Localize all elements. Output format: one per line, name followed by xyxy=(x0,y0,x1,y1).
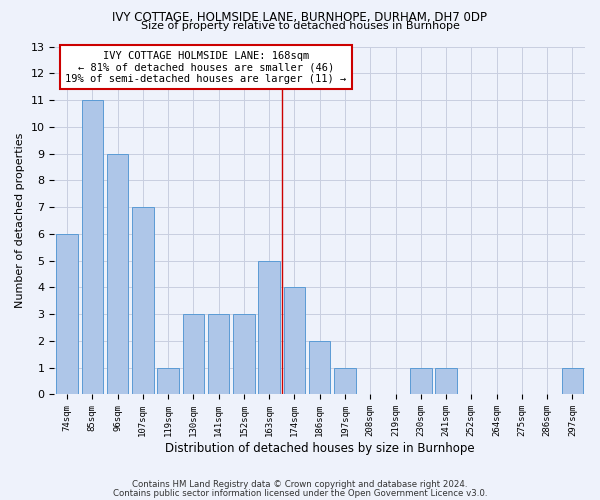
Text: IVY COTTAGE, HOLMSIDE LANE, BURNHOPE, DURHAM, DH7 0DP: IVY COTTAGE, HOLMSIDE LANE, BURNHOPE, DU… xyxy=(113,11,487,24)
Bar xyxy=(259,260,280,394)
Bar xyxy=(284,288,305,395)
X-axis label: Distribution of detached houses by size in Burnhope: Distribution of detached houses by size … xyxy=(165,442,475,455)
Bar xyxy=(309,341,331,394)
Bar xyxy=(56,234,78,394)
Bar xyxy=(410,368,431,394)
Bar xyxy=(132,207,154,394)
Bar xyxy=(157,368,179,394)
Bar xyxy=(435,368,457,394)
Bar xyxy=(208,314,229,394)
Bar xyxy=(233,314,254,394)
Bar xyxy=(107,154,128,394)
Text: Contains HM Land Registry data © Crown copyright and database right 2024.: Contains HM Land Registry data © Crown c… xyxy=(132,480,468,489)
Bar xyxy=(562,368,583,394)
Bar xyxy=(334,368,356,394)
Text: Size of property relative to detached houses in Burnhope: Size of property relative to detached ho… xyxy=(140,21,460,31)
Text: IVY COTTAGE HOLMSIDE LANE: 168sqm
← 81% of detached houses are smaller (46)
19% : IVY COTTAGE HOLMSIDE LANE: 168sqm ← 81% … xyxy=(65,50,347,84)
Bar xyxy=(182,314,204,394)
Bar xyxy=(82,100,103,394)
Y-axis label: Number of detached properties: Number of detached properties xyxy=(15,133,25,308)
Text: Contains public sector information licensed under the Open Government Licence v3: Contains public sector information licen… xyxy=(113,488,487,498)
